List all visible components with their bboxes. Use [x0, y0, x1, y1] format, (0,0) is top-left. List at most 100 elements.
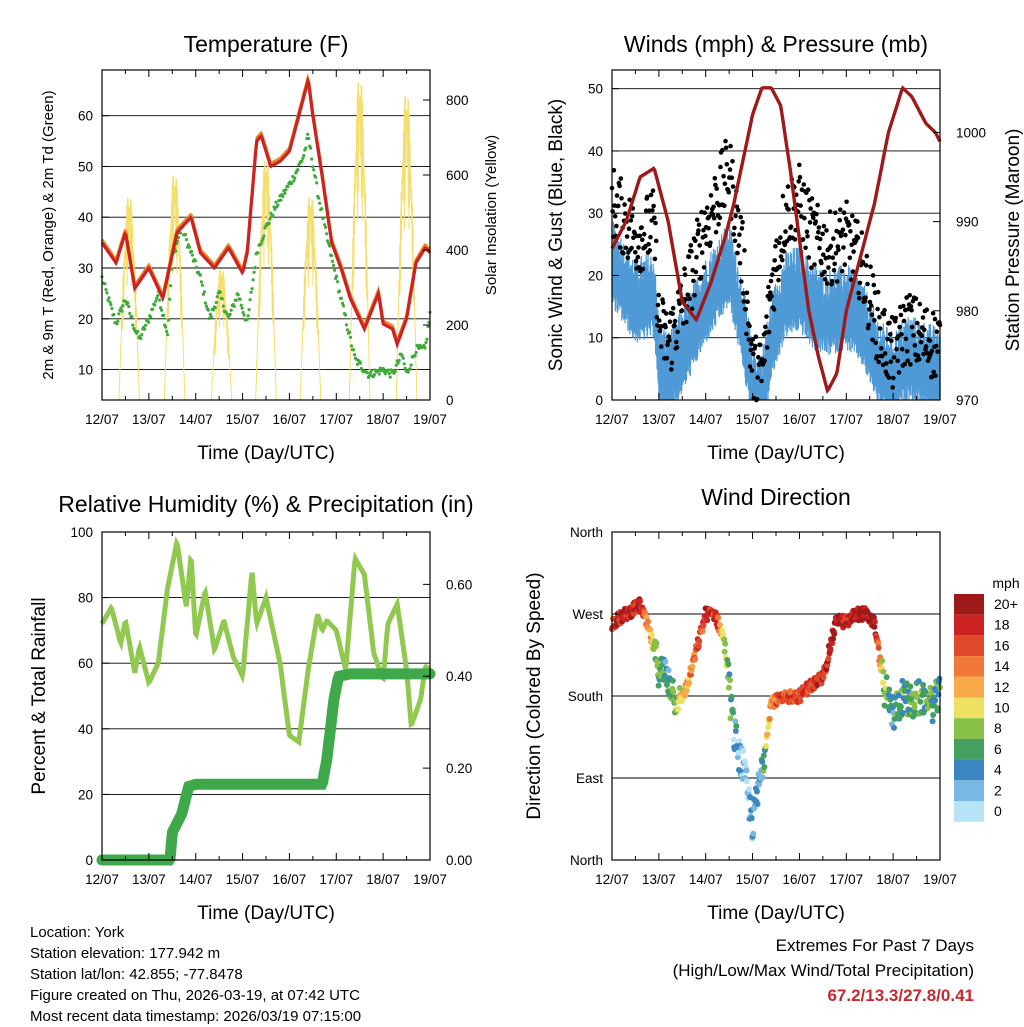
direction-point — [696, 638, 703, 645]
gust-point — [869, 312, 875, 318]
gust-point — [831, 236, 836, 241]
dewpoint-point — [273, 207, 277, 211]
gust-point — [920, 315, 926, 320]
temperature-title: Temperature (F) — [184, 31, 349, 57]
humidity-xtick-label: 12/07 — [85, 872, 119, 887]
dewpoint-point — [247, 308, 251, 312]
gust-point — [648, 234, 653, 240]
gust-point — [895, 358, 900, 364]
dewpoint-point — [309, 146, 313, 150]
winds-ylabel-right: Station Pressure (Maroon) — [1003, 129, 1024, 352]
dewpoint-point — [249, 290, 253, 294]
dewpoint-point — [302, 154, 306, 158]
gust-point — [822, 269, 827, 275]
gust-point — [824, 228, 829, 233]
gust-point — [778, 254, 784, 259]
dewpoint-series — [100, 132, 432, 379]
dewpoint-point — [203, 301, 207, 305]
winds-ytick-right-label: 980 — [956, 304, 979, 319]
dewpoint-point — [239, 303, 243, 307]
direction-point — [765, 724, 772, 731]
gust-point — [745, 299, 750, 305]
dewpoint-point — [159, 306, 163, 310]
dewpoint-point — [300, 159, 304, 163]
direction-ytick-label: North — [570, 853, 603, 868]
humidity-ylabel: Percent & Total Rainfall — [29, 597, 50, 794]
dewpoint-point — [246, 314, 250, 318]
gust-point — [833, 251, 839, 256]
gust-point — [929, 348, 935, 354]
gust-point — [706, 226, 711, 231]
direction-point — [726, 671, 733, 678]
dewpoint-point — [156, 294, 160, 298]
winds-ytick-label: 10 — [588, 331, 603, 346]
gust-point — [732, 238, 738, 244]
direction-point — [831, 630, 838, 637]
gust-point — [732, 225, 737, 231]
gust-point — [647, 248, 653, 253]
gust-point — [810, 215, 816, 220]
direction-point — [727, 715, 734, 722]
gust-point — [902, 361, 907, 367]
humidity-xtick-label: 16/07 — [273, 872, 307, 887]
gust-point — [711, 204, 716, 210]
temperature-ytick-right-label: 800 — [446, 93, 469, 108]
gust-point — [923, 344, 929, 349]
direction-point — [764, 731, 771, 738]
dewpoint-point — [189, 249, 194, 253]
gust-point — [826, 265, 831, 270]
gust-point — [617, 245, 623, 250]
gust-point — [636, 245, 641, 250]
gust-point — [842, 262, 848, 267]
dewpoint-point — [127, 304, 131, 309]
gust-point — [805, 187, 811, 192]
humidity-ytick-label: 40 — [78, 722, 93, 737]
gust-point — [803, 245, 808, 251]
temperature-ytick-label: 50 — [78, 159, 93, 174]
gust-point — [865, 281, 870, 287]
gust-point — [708, 240, 713, 245]
gust-point — [838, 233, 844, 239]
gust-point — [698, 275, 704, 281]
dewpoint-point — [393, 369, 397, 373]
temp-2m-line — [100, 76, 432, 350]
dewpoint-point — [381, 367, 385, 371]
dewpoint-point — [221, 304, 225, 308]
gust-point — [622, 202, 627, 207]
dewpoint-point — [128, 311, 132, 315]
gust-point — [806, 255, 812, 260]
gust-point — [829, 279, 835, 284]
temperature-xtick-label: 12/07 — [85, 412, 119, 427]
dewpoint-point — [245, 318, 249, 322]
gust-point — [624, 234, 630, 239]
temperature-ylabel-right: Solar Insolation (Yellow) — [483, 135, 500, 295]
dewpoint-point — [310, 157, 314, 161]
colorbar-label: 8 — [994, 720, 1002, 736]
gust-series — [609, 138, 943, 403]
temperature-ytick-right-label: 400 — [446, 243, 469, 258]
dewpoint-point — [388, 375, 392, 379]
gust-point — [828, 243, 834, 249]
dewpoint-point — [328, 244, 332, 248]
gust-point — [697, 243, 702, 248]
gust-point — [933, 343, 939, 349]
gust-point — [749, 368, 755, 373]
direction-point — [665, 667, 672, 674]
gust-point — [713, 229, 719, 235]
colorbar-swatch — [954, 656, 984, 677]
direction-ytick-label: South — [568, 689, 603, 704]
dewpoint-point — [339, 296, 344, 300]
gust-point — [633, 250, 638, 255]
gust-point — [730, 184, 736, 189]
gust-point — [863, 295, 868, 301]
direction-point — [735, 749, 742, 756]
dewpoint-point — [262, 234, 266, 238]
dewpoint-point — [335, 274, 339, 278]
direction-point — [930, 712, 937, 718]
dewpoint-point — [120, 309, 124, 313]
gust-point — [691, 278, 696, 284]
direction-point — [830, 635, 837, 642]
dewpoint-point — [166, 333, 170, 337]
gust-point — [645, 194, 650, 200]
